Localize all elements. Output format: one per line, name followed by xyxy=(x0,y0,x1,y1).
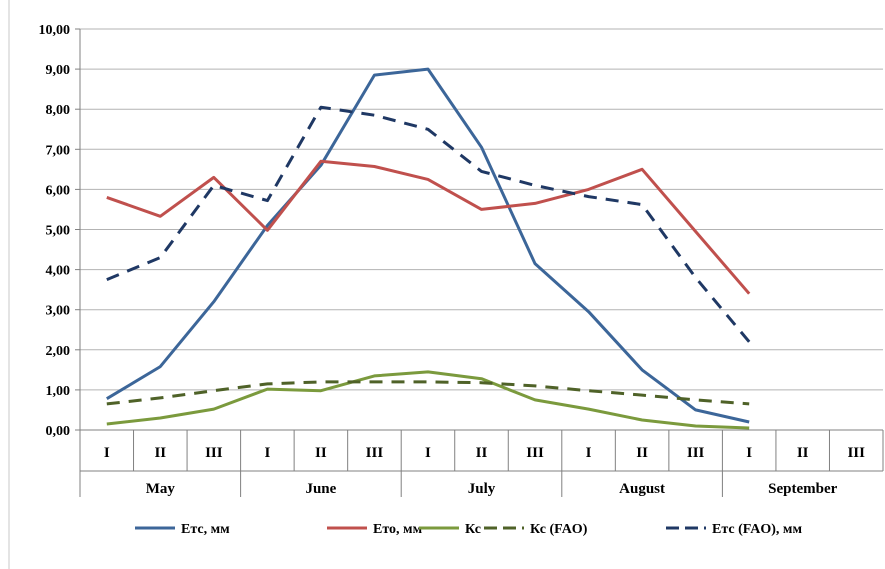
y-tick-label: 7,00 xyxy=(46,143,71,158)
y-tick-label: 2,00 xyxy=(46,344,71,359)
series-lines xyxy=(106,67,751,430)
y-tick-label: 9,00 xyxy=(46,63,71,78)
x-tick-label: I xyxy=(104,445,110,461)
x-tick-label: III xyxy=(526,445,544,461)
group-label: May xyxy=(146,481,176,497)
x-tick-label: II xyxy=(636,445,648,461)
series-line-2 xyxy=(106,370,750,430)
x-tick-label: I xyxy=(264,445,270,461)
series-line-3 xyxy=(106,380,750,406)
x-tick-label: I xyxy=(425,445,431,461)
group-label: July xyxy=(468,481,496,497)
y-tick-label: 5,00 xyxy=(46,224,71,239)
legend-label: Етс, мм xyxy=(181,522,230,537)
x-tick-label: I xyxy=(746,445,752,461)
series-line-0 xyxy=(106,67,750,424)
y-tick-label: 8,00 xyxy=(46,103,71,118)
y-tick-label: 0,00 xyxy=(46,424,71,439)
y-tick-label: 6,00 xyxy=(46,183,71,198)
group-label: September xyxy=(768,481,837,497)
y-axis: 0,00 1,00 2,00 3,00 4,00 5,00 6,00 7,00 8,00 9,00… xyxy=(39,23,81,497)
group-label: June xyxy=(305,481,336,497)
x-tick-label: III xyxy=(366,445,384,461)
x-tick-label: II xyxy=(797,445,809,461)
y-tick-label: 10,00 xyxy=(39,23,71,38)
gridlines xyxy=(80,28,883,391)
x-tick-label: I xyxy=(586,445,592,461)
x-tick-label: III xyxy=(205,445,223,461)
legend-label: Ето, мм xyxy=(373,522,423,537)
x-tick-label: III xyxy=(847,445,865,461)
x-tick-label: II xyxy=(154,445,166,461)
series-line-1 xyxy=(106,159,751,295)
x-tick-label: III xyxy=(687,445,705,461)
y-tick-label: 1,00 xyxy=(46,384,71,399)
y-tick-label: 3,00 xyxy=(46,304,71,319)
legend-label: Кс (FAO) xyxy=(530,522,588,537)
series-line-4 xyxy=(106,105,751,343)
x-tick-label: II xyxy=(476,445,488,461)
x-tick-label: II xyxy=(315,445,327,461)
legend-label: Кс xyxy=(465,522,481,537)
legend-label: Етс (FAO), мм xyxy=(712,522,802,537)
y-tick-label: 4,00 xyxy=(46,264,71,279)
legend: Етс, мм Ето, мм Кс Кс (FAO) Етс (FAO), мм xyxy=(135,522,802,537)
group-label: August xyxy=(619,481,665,497)
